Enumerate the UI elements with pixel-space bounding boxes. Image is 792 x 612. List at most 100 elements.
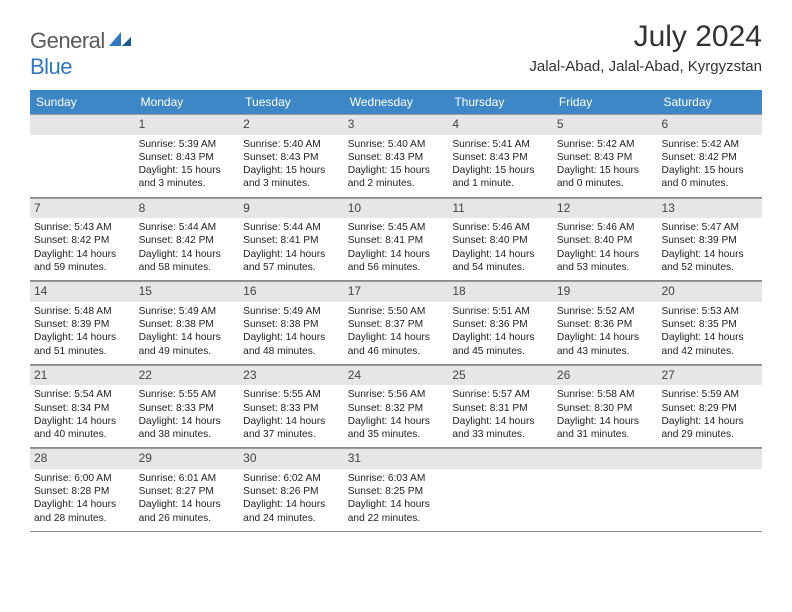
daylight-text: Daylight: 14 hours and 35 minutes. (348, 415, 445, 442)
sunset-text: Sunset: 8:40 PM (557, 234, 654, 247)
day-detail: Sunrise: 6:03 AMSunset: 8:25 PMDaylight:… (344, 469, 449, 531)
daylight-text: Daylight: 14 hours and 58 minutes. (139, 248, 236, 275)
day-number-bar: 29 (135, 448, 240, 469)
logo-blue: Blue (30, 54, 72, 79)
sunset-text: Sunset: 8:37 PM (348, 318, 445, 331)
week-row: 14Sunrise: 5:48 AMSunset: 8:39 PMDayligh… (30, 281, 762, 365)
day-number-bar (553, 448, 658, 469)
sunrise-text: Sunrise: 5:56 AM (348, 388, 445, 401)
day-cell: 5Sunrise: 5:42 AMSunset: 8:43 PMDaylight… (553, 114, 658, 197)
day-cell: 16Sunrise: 5:49 AMSunset: 8:38 PMDayligh… (239, 281, 344, 364)
sunset-text: Sunset: 8:43 PM (139, 151, 236, 164)
sunrise-text: Sunrise: 5:43 AM (34, 221, 131, 234)
sunset-text: Sunset: 8:42 PM (139, 234, 236, 247)
day-number-bar: 21 (30, 365, 135, 386)
sunrise-text: Sunrise: 5:48 AM (34, 305, 131, 318)
sunset-text: Sunset: 8:29 PM (661, 402, 758, 415)
page-title: July 2024 (529, 20, 762, 54)
sunset-text: Sunset: 8:36 PM (557, 318, 654, 331)
daylight-text: Daylight: 14 hours and 38 minutes. (139, 415, 236, 442)
day-detail: Sunrise: 5:42 AMSunset: 8:42 PMDaylight:… (657, 135, 762, 197)
day-number-bar: 26 (553, 365, 658, 386)
day-cell: 1 Sunrise: 5:39 AMSunset: 8:43 PMDaylight… (135, 114, 240, 197)
day-cell: 9Sunrise: 5:44 AMSunset: 8:41 PMDaylight… (239, 198, 344, 281)
location-text: Jalal-Abad, Jalal-Abad, Kyrgyzstan (529, 58, 762, 75)
day-detail: Sunrise: 5:58 AMSunset: 8:30 PMDaylight:… (553, 385, 658, 447)
sunrise-text: Sunrise: 5:55 AM (243, 388, 340, 401)
sunrise-text: Sunrise: 5:39 AM (139, 138, 236, 151)
day-number-bar: 9 (239, 198, 344, 219)
sunrise-text: Sunrise: 6:01 AM (139, 472, 236, 485)
week-row: 1Sunrise: 5:39 AMSunset: 8:43 PMDaylight… (30, 114, 762, 198)
sunset-text: Sunset: 8:42 PM (661, 151, 758, 164)
weekday-header-cell: Friday (553, 90, 658, 114)
day-detail: Sunrise: 5:51 AMSunset: 8:36 PMDaylight:… (448, 302, 553, 364)
day-cell: 24Sunrise: 5:56 AMSunset: 8:32 PMDayligh… (344, 365, 449, 448)
sunrise-text: Sunrise: 5:50 AM (348, 305, 445, 318)
daylight-text: Daylight: 14 hours and 48 minutes. (243, 331, 340, 358)
weekday-header-cell: Sunday (30, 90, 135, 114)
daylight-text: Daylight: 14 hours and 37 minutes. (243, 415, 340, 442)
title-block: July 2024 Jalal-Abad, Jalal-Abad, Kyrgyz… (529, 20, 762, 75)
day-detail: Sunrise: 5:48 AMSunset: 8:39 PMDaylight:… (30, 302, 135, 364)
day-detail: Sunrise: 5:55 AMSunset: 8:33 PMDaylight:… (239, 385, 344, 447)
sunset-text: Sunset: 8:33 PM (139, 402, 236, 415)
calendar-document: General Blue July 2024 Jalal-Abad, Jalal… (0, 0, 792, 542)
day-number-bar (30, 114, 135, 135)
day-cell: 7Sunrise: 5:43 AMSunset: 8:42 PMDaylight… (30, 198, 135, 281)
sunrise-text: Sunrise: 5:46 AM (452, 221, 549, 234)
day-cell: 20Sunrise: 5:53 AMSunset: 8:35 PMDayligh… (657, 281, 762, 364)
daylight-text: Daylight: 14 hours and 57 minutes. (243, 248, 340, 275)
sunrise-text: Sunrise: 5:47 AM (661, 221, 758, 234)
day-detail: Sunrise: 5:46 AMSunset: 8:40 PMDaylight:… (448, 218, 553, 280)
day-cell: 11Sunrise: 5:46 AMSunset: 8:40 PMDayligh… (448, 198, 553, 281)
day-cell: 28Sunrise: 6:00 AMSunset: 8:28 PMDayligh… (30, 448, 135, 531)
day-cell: 21Sunrise: 5:54 AMSunset: 8:34 PMDayligh… (30, 365, 135, 448)
day-detail: Sunrise: 5:42 AMSunset: 8:43 PMDaylight:… (553, 135, 658, 197)
day-number-bar (448, 448, 553, 469)
day-number-bar: 12 (553, 198, 658, 219)
logo: General Blue (30, 28, 133, 80)
day-cell: 12Sunrise: 5:46 AMSunset: 8:40 PMDayligh… (553, 198, 658, 281)
sunset-text: Sunset: 8:33 PM (243, 402, 340, 415)
day-cell: 27Sunrise: 5:59 AMSunset: 8:29 PMDayligh… (657, 365, 762, 448)
week-row: 7Sunrise: 5:43 AMSunset: 8:42 PMDaylight… (30, 198, 762, 282)
daylight-text: Daylight: 15 hours and 2 minutes. (348, 164, 445, 191)
day-number-bar: 16 (239, 281, 344, 302)
day-cell: 10Sunrise: 5:45 AMSunset: 8:41 PMDayligh… (344, 198, 449, 281)
weekday-header-cell: Saturday (657, 90, 762, 114)
sunset-text: Sunset: 8:43 PM (452, 151, 549, 164)
daylight-text: Daylight: 14 hours and 54 minutes. (452, 248, 549, 275)
daylight-text: Daylight: 15 hours and 0 minutes. (557, 164, 654, 191)
daylight-text: Daylight: 14 hours and 52 minutes. (661, 248, 758, 275)
day-number-bar: 25 (448, 365, 553, 386)
calendar-grid: SundayMondayTuesdayWednesdayThursdayFrid… (30, 90, 762, 532)
day-number-bar: 27 (657, 365, 762, 386)
sunset-text: Sunset: 8:34 PM (34, 402, 131, 415)
day-detail: Sunrise: 5:49 AMSunset: 8:38 PMDaylight:… (239, 302, 344, 364)
logo-sail-icon (107, 30, 133, 48)
sunset-text: Sunset: 8:38 PM (243, 318, 340, 331)
empty-day-cell (30, 114, 135, 197)
day-detail: Sunrise: 5:45 AMSunset: 8:41 PMDaylight:… (344, 218, 449, 280)
day-number-bar: 5 (553, 114, 658, 135)
sunrise-text: Sunrise: 5:45 AM (348, 221, 445, 234)
day-detail: Sunrise: 5:57 AMSunset: 8:31 PMDaylight:… (448, 385, 553, 447)
day-cell: 6Sunrise: 5:42 AMSunset: 8:42 PMDaylight… (657, 114, 762, 197)
sunrise-text: Sunrise: 6:02 AM (243, 472, 340, 485)
day-cell: 4Sunrise: 5:41 AMSunset: 8:43 PMDaylight… (448, 114, 553, 197)
day-number-bar: 8 (135, 198, 240, 219)
day-number-bar: 1 (135, 114, 240, 135)
day-number-bar: 28 (30, 448, 135, 469)
day-cell: 25Sunrise: 5:57 AMSunset: 8:31 PMDayligh… (448, 365, 553, 448)
day-number-bar: 13 (657, 198, 762, 219)
weekday-header-cell: Tuesday (239, 90, 344, 114)
empty-day-cell (553, 448, 658, 531)
daylight-text: Daylight: 15 hours and 3 minutes. (139, 164, 236, 191)
empty-day-cell (657, 448, 762, 531)
daylight-text: Daylight: 14 hours and 33 minutes. (452, 415, 549, 442)
day-cell: 19Sunrise: 5:52 AMSunset: 8:36 PMDayligh… (553, 281, 658, 364)
day-cell: 23Sunrise: 5:55 AMSunset: 8:33 PMDayligh… (239, 365, 344, 448)
sunrise-text: Sunrise: 5:42 AM (661, 138, 758, 151)
daylight-text: Daylight: 15 hours and 3 minutes. (243, 164, 340, 191)
